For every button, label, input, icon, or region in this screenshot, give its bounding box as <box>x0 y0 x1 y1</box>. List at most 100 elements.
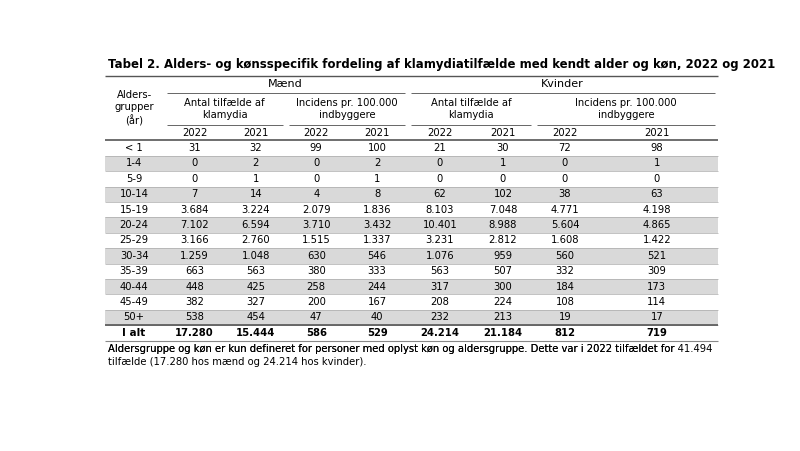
Text: 1.337: 1.337 <box>363 235 391 245</box>
Text: 38: 38 <box>558 189 571 199</box>
Text: 4: 4 <box>313 189 319 199</box>
Text: 1: 1 <box>500 158 506 169</box>
Text: 114: 114 <box>647 297 666 307</box>
Text: 167: 167 <box>367 297 386 307</box>
Text: Antal tilfælde af
klamydia: Antal tilfælde af klamydia <box>430 97 511 120</box>
Text: 200: 200 <box>306 297 326 307</box>
Text: 1.836: 1.836 <box>363 205 391 215</box>
Text: I alt: I alt <box>122 328 146 338</box>
Text: 454: 454 <box>246 313 266 322</box>
Text: 2: 2 <box>253 158 259 169</box>
Text: Alders-
grupper
(år): Alders- grupper (år) <box>114 90 154 126</box>
Text: 7.048: 7.048 <box>489 205 517 215</box>
Text: 184: 184 <box>555 282 574 292</box>
Text: 0: 0 <box>500 174 506 184</box>
Text: 2021: 2021 <box>364 128 390 138</box>
Text: 2.079: 2.079 <box>302 205 330 215</box>
Text: 21.184: 21.184 <box>483 328 522 338</box>
Bar <box>105 54 718 76</box>
Bar <box>105 344 718 400</box>
Text: 15.444: 15.444 <box>236 328 275 338</box>
Text: 0: 0 <box>562 174 568 184</box>
Text: 448: 448 <box>185 282 204 292</box>
Text: Incidens pr. 100.000
indbyggere: Incidens pr. 100.000 indbyggere <box>575 97 677 120</box>
Text: 1: 1 <box>374 174 380 184</box>
Text: 630: 630 <box>306 251 326 261</box>
Text: 317: 317 <box>430 282 450 292</box>
Text: Tabel 2. Alders- og kønsspecifik fordeling af klamydiatilfælde med kendt alder o: Tabel 2. Alders- og kønsspecifik fordeli… <box>108 58 775 71</box>
Text: 35-39: 35-39 <box>120 266 149 276</box>
Text: 208: 208 <box>430 297 450 307</box>
Text: 812: 812 <box>554 328 575 338</box>
Text: 213: 213 <box>494 313 513 322</box>
Text: 425: 425 <box>246 282 266 292</box>
Text: 50+: 50+ <box>123 313 145 322</box>
Text: 3.231: 3.231 <box>426 235 454 245</box>
Text: 2022: 2022 <box>182 128 207 138</box>
Text: 45-49: 45-49 <box>120 297 149 307</box>
Text: 333: 333 <box>368 266 386 276</box>
Text: 563: 563 <box>246 266 266 276</box>
Text: 2: 2 <box>374 158 380 169</box>
Text: 99: 99 <box>310 143 322 153</box>
Text: Aldersgruppe og køn er kun defineret for personer med oplyst køn og aldersgruppe: Aldersgruppe og køn er kun defineret for… <box>108 344 712 367</box>
Text: 2022: 2022 <box>427 128 453 138</box>
Bar <box>105 140 718 156</box>
Bar <box>105 279 718 295</box>
Text: 0: 0 <box>191 174 198 184</box>
Text: 7.102: 7.102 <box>180 220 209 230</box>
Text: 1: 1 <box>654 158 660 169</box>
Text: 20-24: 20-24 <box>120 220 149 230</box>
Text: 586: 586 <box>306 328 326 338</box>
Text: 529: 529 <box>366 328 387 338</box>
Text: 0: 0 <box>654 174 660 184</box>
Text: 244: 244 <box>368 282 386 292</box>
Text: 4.771: 4.771 <box>550 205 579 215</box>
Text: Kvinder: Kvinder <box>542 79 584 89</box>
Text: 382: 382 <box>185 297 204 307</box>
Text: 0: 0 <box>437 174 443 184</box>
Text: 521: 521 <box>647 251 666 261</box>
Text: 1.515: 1.515 <box>302 235 330 245</box>
Text: 327: 327 <box>246 297 266 307</box>
Text: 5-9: 5-9 <box>126 174 142 184</box>
Text: 0: 0 <box>191 158 198 169</box>
Text: 560: 560 <box>555 251 574 261</box>
Text: 17.280: 17.280 <box>175 328 214 338</box>
Text: 3.710: 3.710 <box>302 220 330 230</box>
Text: 258: 258 <box>306 282 326 292</box>
Text: 173: 173 <box>647 282 666 292</box>
Text: 1-4: 1-4 <box>126 158 142 169</box>
Bar <box>105 295 718 310</box>
Text: 31: 31 <box>188 143 201 153</box>
Bar <box>105 187 718 202</box>
Text: 224: 224 <box>494 297 513 307</box>
Text: 40-44: 40-44 <box>120 282 149 292</box>
Text: 25-29: 25-29 <box>119 235 149 245</box>
Text: 563: 563 <box>430 266 450 276</box>
Bar <box>105 217 718 233</box>
Text: 0: 0 <box>313 158 319 169</box>
Bar <box>105 233 718 248</box>
Text: 538: 538 <box>185 313 204 322</box>
Text: 1.259: 1.259 <box>180 251 209 261</box>
Text: 1.076: 1.076 <box>426 251 454 261</box>
Text: 21: 21 <box>434 143 446 153</box>
Text: 232: 232 <box>430 313 450 322</box>
Text: Mænd: Mænd <box>268 79 303 89</box>
Text: 3.224: 3.224 <box>242 205 270 215</box>
Bar <box>105 248 718 263</box>
Text: 17: 17 <box>650 313 663 322</box>
Text: 2021: 2021 <box>243 128 269 138</box>
Text: Antal tilfælde af
klamydia: Antal tilfælde af klamydia <box>185 97 265 120</box>
Text: 4.865: 4.865 <box>642 220 671 230</box>
Text: 309: 309 <box>647 266 666 276</box>
Bar <box>105 156 718 171</box>
Bar <box>105 325 718 341</box>
Text: 63: 63 <box>650 189 663 199</box>
Text: 3.432: 3.432 <box>363 220 391 230</box>
Text: 1.048: 1.048 <box>242 251 270 261</box>
Text: 8: 8 <box>374 189 380 199</box>
Text: 959: 959 <box>494 251 513 261</box>
Text: 100: 100 <box>368 143 386 153</box>
